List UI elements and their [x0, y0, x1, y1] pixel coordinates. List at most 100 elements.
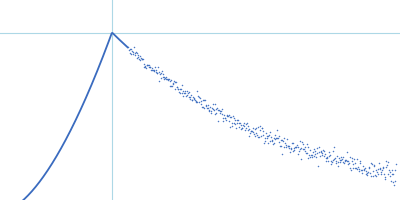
- Point: [174, 86, 180, 89]
- Point: [326, 150, 332, 154]
- Point: [317, 150, 324, 153]
- Point: [187, 98, 193, 101]
- Point: [322, 159, 329, 163]
- Point: [310, 147, 317, 150]
- Point: [307, 149, 314, 152]
- Point: [261, 141, 267, 144]
- Point: [284, 144, 291, 147]
- Point: [161, 78, 168, 81]
- Point: [201, 98, 208, 101]
- Point: [227, 125, 234, 129]
- Point: [192, 98, 198, 102]
- Point: [190, 96, 197, 99]
- Point: [280, 145, 287, 148]
- Point: [372, 173, 378, 176]
- Point: [376, 162, 382, 165]
- Point: [286, 146, 293, 150]
- Point: [294, 143, 300, 147]
- Point: [231, 121, 238, 124]
- Point: [318, 152, 325, 155]
- Point: [339, 157, 345, 160]
- Point: [289, 150, 296, 153]
- Point: [296, 149, 302, 153]
- Point: [173, 86, 180, 89]
- Point: [336, 156, 342, 159]
- Point: [265, 134, 271, 137]
- Point: [384, 163, 390, 167]
- Point: [196, 101, 202, 104]
- Point: [194, 89, 200, 92]
- Point: [174, 87, 181, 90]
- Point: [249, 129, 255, 132]
- Point: [199, 99, 206, 102]
- Point: [202, 103, 209, 106]
- Point: [291, 148, 298, 152]
- Point: [295, 153, 302, 156]
- Point: [390, 173, 396, 176]
- Point: [190, 96, 196, 99]
- Point: [182, 92, 188, 95]
- Point: [126, 48, 132, 51]
- Point: [325, 159, 331, 162]
- Point: [185, 92, 191, 95]
- Point: [145, 63, 151, 66]
- Point: [346, 161, 352, 164]
- Point: [290, 142, 296, 145]
- Point: [359, 168, 366, 172]
- Point: [225, 120, 232, 123]
- Point: [244, 129, 251, 132]
- Point: [256, 128, 263, 132]
- Point: [192, 100, 199, 104]
- Point: [154, 71, 161, 74]
- Point: [291, 147, 297, 150]
- Point: [308, 154, 315, 157]
- Point: [244, 121, 250, 125]
- Point: [223, 118, 229, 122]
- Point: [312, 149, 318, 152]
- Point: [334, 154, 340, 158]
- Point: [176, 90, 182, 93]
- Point: [345, 159, 352, 163]
- Point: [226, 116, 233, 119]
- Point: [368, 162, 374, 165]
- Point: [220, 119, 227, 123]
- Point: [263, 135, 270, 138]
- Point: [392, 179, 398, 182]
- Point: [314, 151, 320, 154]
- Point: [127, 51, 133, 55]
- Point: [154, 72, 160, 75]
- Point: [239, 127, 246, 130]
- Point: [286, 145, 292, 148]
- Point: [155, 66, 161, 69]
- Point: [342, 160, 348, 163]
- Point: [267, 131, 274, 134]
- Point: [131, 45, 137, 49]
- Point: [384, 172, 391, 175]
- Point: [197, 96, 203, 100]
- Point: [379, 169, 385, 172]
- Point: [152, 69, 159, 72]
- Point: [300, 148, 306, 151]
- Point: [349, 159, 356, 162]
- Point: [180, 95, 186, 98]
- Point: [275, 136, 281, 139]
- Point: [188, 99, 195, 102]
- Point: [210, 102, 216, 105]
- Point: [161, 75, 167, 78]
- Point: [210, 107, 216, 110]
- Point: [310, 151, 316, 154]
- Point: [228, 125, 235, 128]
- Point: [255, 135, 262, 138]
- Point: [195, 94, 201, 98]
- Point: [265, 141, 272, 144]
- Point: [152, 66, 158, 69]
- Point: [142, 65, 149, 68]
- Point: [380, 166, 386, 169]
- Point: [297, 147, 304, 151]
- Point: [387, 175, 394, 178]
- Point: [281, 136, 288, 139]
- Point: [315, 165, 321, 168]
- Point: [226, 113, 232, 117]
- Point: [311, 154, 317, 158]
- Point: [176, 91, 183, 95]
